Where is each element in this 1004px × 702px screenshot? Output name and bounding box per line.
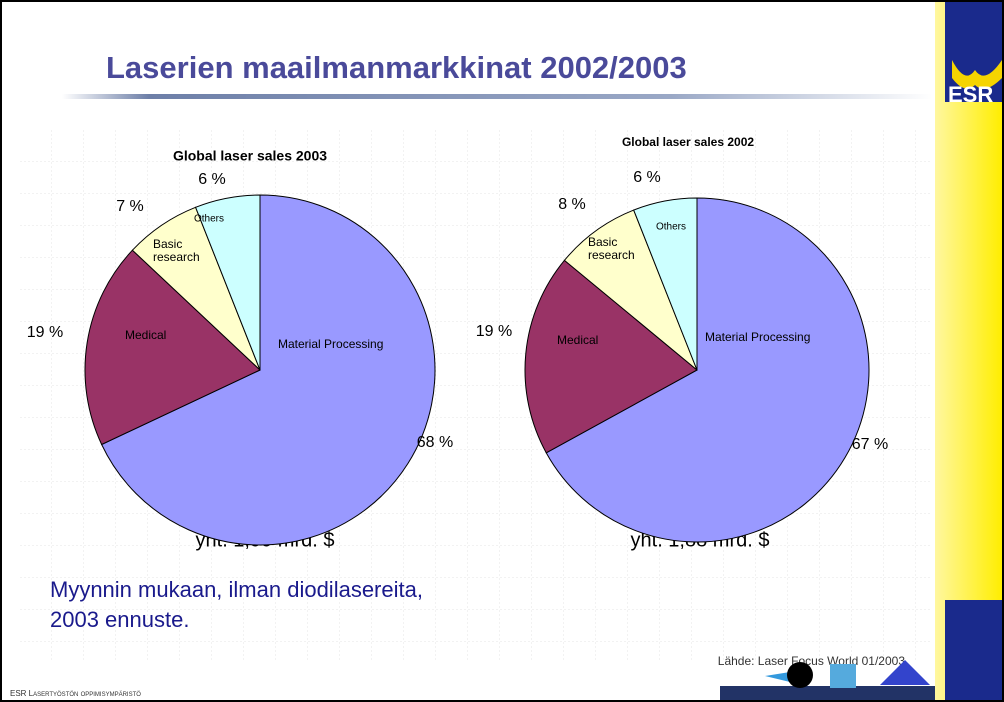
chart-title: Global laser sales 2002 bbox=[622, 135, 754, 149]
slice-label: Medical bbox=[125, 328, 166, 342]
pie-slice bbox=[633, 197, 698, 371]
value-label: 6 % bbox=[198, 171, 226, 188]
note-line: 2003 ennuste. bbox=[50, 607, 189, 632]
pie-slice bbox=[524, 259, 698, 454]
value-label: 6 % bbox=[633, 169, 661, 186]
footer-logos bbox=[720, 660, 935, 700]
slice-label: Medical bbox=[557, 333, 598, 347]
slice-label: Basic research bbox=[588, 235, 635, 262]
logo-icon bbox=[830, 664, 856, 688]
slice-label: Material Processing bbox=[278, 337, 383, 351]
logo-icon bbox=[880, 660, 930, 685]
side-strip bbox=[935, 2, 1002, 700]
logo-icon bbox=[765, 672, 790, 682]
pie-slice bbox=[545, 197, 870, 543]
value-label: 19 % bbox=[476, 323, 512, 340]
slice-label: Others bbox=[194, 214, 224, 225]
logo-swoosh bbox=[952, 60, 1002, 89]
logo-icon bbox=[787, 662, 813, 688]
logo-bar bbox=[720, 686, 935, 700]
pie-slice bbox=[100, 194, 436, 546]
slice-label: Basic research bbox=[153, 237, 200, 264]
value-label: 7 % bbox=[116, 198, 144, 215]
title-rule bbox=[62, 94, 932, 99]
slice-label: Material Processing bbox=[705, 330, 810, 344]
side-block bbox=[945, 600, 1002, 700]
logo-text: ESR bbox=[948, 82, 993, 107]
chart-title: Global laser sales 2003 bbox=[173, 148, 327, 164]
value-label: 67 % bbox=[852, 436, 888, 453]
value-label: 8 % bbox=[558, 196, 586, 213]
footer: ESR Lasertyöstön oppimisympäristö bbox=[10, 689, 141, 698]
slide-title: Laserien maailmanmarkkinat 2002/2003 bbox=[106, 50, 687, 85]
value-label: 68 % bbox=[417, 434, 453, 451]
pie-slice bbox=[194, 194, 261, 371]
pie-slice bbox=[84, 249, 261, 446]
slice-label: Others bbox=[656, 222, 686, 233]
value-label: 19 % bbox=[27, 324, 63, 341]
note-line: Myynnin mukaan, ilman diodilasereita, bbox=[50, 577, 423, 602]
source-note: Lähde: Laser Focus World 01/2003 bbox=[718, 654, 906, 668]
